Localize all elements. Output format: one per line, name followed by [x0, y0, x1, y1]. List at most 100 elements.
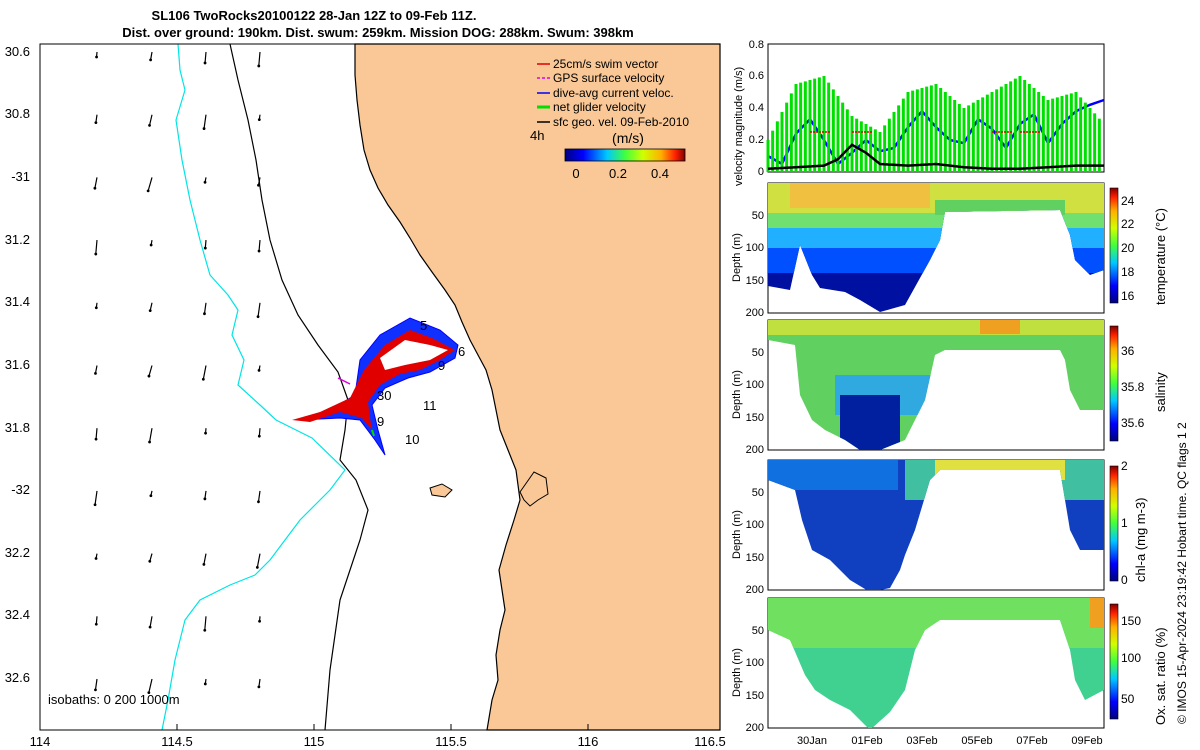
depth-axis-label: Depth (m) — [731, 370, 743, 419]
chlorophyll-colorbar-tick: 1 — [1121, 516, 1128, 530]
quiver-arrow — [203, 553, 207, 565]
salinity-layer — [980, 320, 1020, 334]
day-label: 9 — [377, 414, 384, 429]
date-tick-label: 01Feb — [851, 735, 882, 747]
quiver-arrow-head — [258, 619, 261, 623]
quiver-arrow-head — [147, 374, 151, 378]
track-red-swim-vectors — [292, 330, 455, 430]
quiver-arrow — [257, 490, 261, 502]
quiver-arrow-head — [257, 118, 261, 122]
velocity-y-axis: 0 0.2 0.4 0.6 0.8 — [749, 39, 764, 178]
oxygen-colorbar — [1109, 603, 1119, 720]
colorbar-annotations: 16 18 20 22 24 temperature (°C) 35.6 35.… — [1121, 194, 1168, 725]
lat-tick-label: 31.8 — [5, 420, 30, 435]
isobath-note: isobaths: 0 200 1000m — [48, 692, 180, 707]
chlorophyll-colorbar-tick: 2 — [1121, 459, 1128, 473]
quiver-arrow-head — [94, 557, 98, 560]
quiver-arrow-head — [257, 685, 261, 689]
salinity-colorbar-tick: 35.6 — [1121, 416, 1145, 430]
salinity-layer — [768, 320, 1104, 335]
quiver-arrow-head — [146, 189, 150, 193]
quiver-arrow-head — [147, 691, 151, 695]
lon-tick-label: 115.5 — [435, 734, 467, 749]
imos-credit: © IMOS 15-Apr-2024 23:19:42 Hobart time.… — [1175, 422, 1189, 724]
lat-tick-label: -31 — [11, 169, 30, 184]
quiver-arrow — [203, 114, 207, 129]
depth-axis-label: Depth (m) — [731, 233, 743, 282]
lat-tick-label: 31.2 — [5, 232, 30, 247]
quiver-arrow-head — [204, 431, 207, 435]
legend-label: net glider velocity — [553, 100, 646, 114]
map-colorbar-tick: 0.2 — [609, 166, 627, 181]
lat-tick-label: 32.2 — [5, 545, 30, 560]
depth-tick-label: 150 — [746, 412, 764, 424]
quiver-arrow-head — [94, 306, 98, 310]
gps-surface-velocity-arrow — [337, 377, 351, 385]
velocity-tick-label: 0.2 — [749, 134, 764, 146]
quiver-arrow-head — [257, 500, 260, 504]
quiver-arrow-head — [149, 494, 153, 498]
velocity-y-label: velocity magnitude (m/s) — [733, 67, 745, 186]
land-area — [354, 43, 721, 731]
temperature-colorbar — [1109, 187, 1119, 304]
quiver-arrow — [202, 365, 207, 380]
depth-tick-label: 50 — [752, 347, 764, 359]
quiver-arrow — [257, 302, 261, 317]
quiver-arrow-head — [202, 127, 206, 130]
quiver-arrow-head — [94, 121, 98, 125]
depth-tick-label: 100 — [746, 379, 764, 391]
map-y-axis: 30.6 30.8 -31 31.2 31.4 31.6 31.8 -32 32… — [5, 44, 30, 685]
quiver-arrow — [256, 553, 261, 568]
lat-tick-label: 30.8 — [5, 106, 30, 121]
temperature-section — [767, 182, 1119, 314]
quiver-arrow — [95, 240, 98, 255]
salinity-section — [767, 319, 1119, 451]
temperature-colorbar-title: temperature (°C) — [1153, 208, 1168, 305]
lon-tick-label: 114 — [30, 734, 51, 749]
oxygen-colorbar-tick: 50 — [1121, 692, 1135, 706]
quiver-arrow-head — [93, 186, 97, 190]
quiver-arrow-head — [203, 61, 207, 65]
velocity-tick-label: 0.6 — [749, 70, 764, 82]
velocity-panel: 0 0.2 0.4 0.6 0.8 velocity magnitude (m/… — [733, 39, 1105, 186]
quiver-arrow-head — [257, 183, 260, 187]
depth-axis-label: Depth (m) — [731, 510, 743, 559]
map-colorbar-tick: 0.4 — [651, 166, 669, 181]
chlorophyll-colorbar-title: chl-a (mg m-3) — [1133, 497, 1148, 582]
depth-tick-label: 200 — [746, 584, 764, 596]
salinity-colorbar-title: salinity — [1153, 372, 1168, 412]
lon-tick-label: 115 — [304, 734, 325, 749]
chlorophyll-colorbar-tick: 0 — [1121, 573, 1128, 587]
geostrophic-velocity-line — [767, 143, 1104, 171]
velocity-tick-label: 0.8 — [749, 39, 764, 51]
temperature-colorbar-tick: 24 — [1121, 194, 1135, 208]
depth-tick-label: 150 — [746, 275, 764, 287]
map-frame — [39, 43, 721, 731]
quiver-arrow — [148, 114, 153, 126]
depth-tick-label: 100 — [746, 519, 764, 531]
quiver-arrow-head — [257, 249, 261, 253]
depth-tick-label: 150 — [746, 552, 764, 564]
depth-tick-label: 50 — [752, 625, 764, 637]
lat-tick-label: 31.6 — [5, 357, 30, 372]
quiver-arrow-head — [149, 58, 153, 62]
quiver-arrow — [148, 428, 153, 443]
day-label: 9 — [438, 358, 445, 373]
quiver-arrow — [203, 302, 207, 314]
depth-axis-label: Depth (m) — [731, 648, 743, 697]
quiver-arrow-head — [203, 312, 206, 316]
depth-tick-label: 100 — [746, 242, 764, 254]
title-line-2: Dist. over ground: 190km. Dist. swum: 25… — [122, 25, 634, 40]
temperature-layer — [790, 183, 930, 208]
depth-tick-label: 50 — [752, 210, 764, 222]
quiver-arrow-head — [203, 180, 207, 184]
legend-label: 25cm/s swim vector — [553, 57, 658, 71]
lon-tick-label: 116.5 — [694, 734, 726, 749]
quiver-arrow-head — [148, 625, 152, 629]
quiver-arrow-head — [94, 252, 98, 256]
map-x-axis: 114 114.5 115 115.5 116 116.5 — [30, 724, 726, 749]
quiver-arrow — [258, 51, 261, 66]
lat-tick-label: 32.6 — [5, 670, 30, 685]
lat-tick-label: 30.6 — [5, 44, 30, 59]
